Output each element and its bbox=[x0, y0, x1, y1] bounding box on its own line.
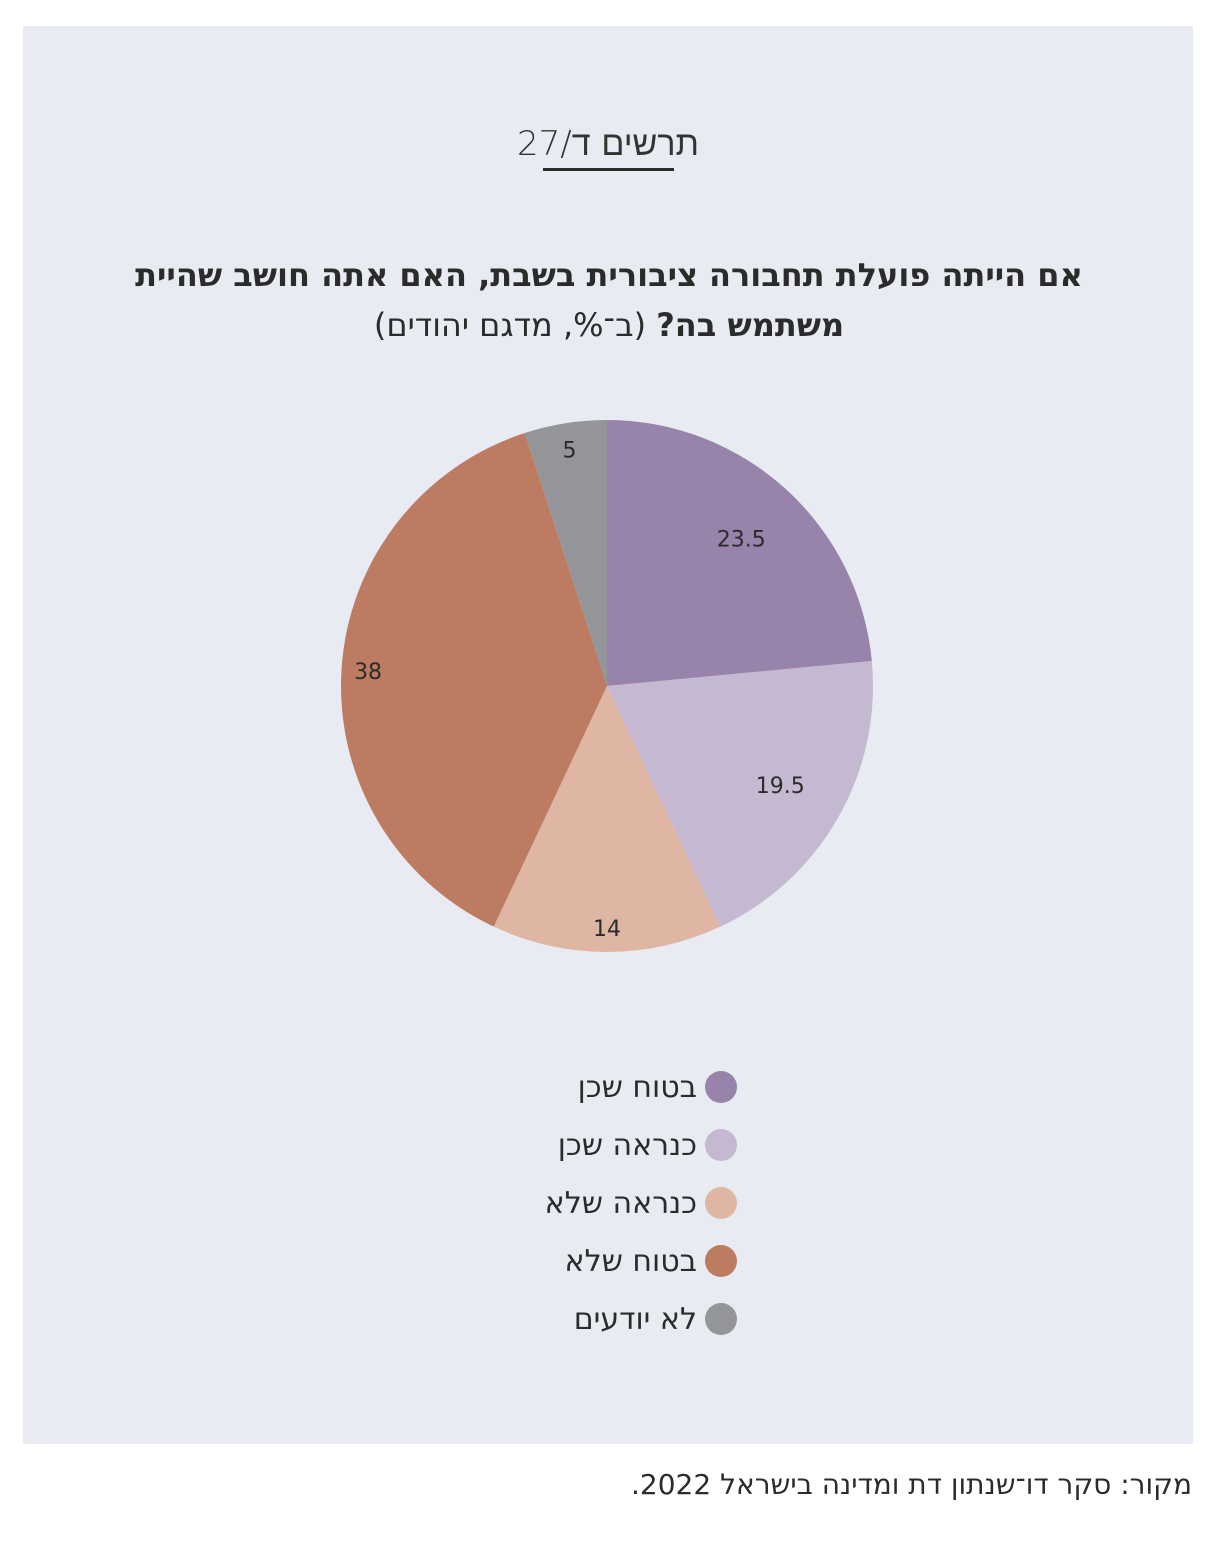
legend-item: כנראה שכן bbox=[558, 1125, 737, 1165]
pie-slice-label: 19.5 bbox=[756, 774, 805, 799]
title-divider bbox=[543, 168, 674, 171]
pie-slice bbox=[524, 420, 607, 686]
legend-item: לא יודעים bbox=[574, 1299, 737, 1339]
pie-chart: 23.5 19.5 14 38 5 bbox=[340, 420, 873, 953]
source-note: מקור: סקר דו־שנתון דת ומדינה בישראל 2022… bbox=[631, 1468, 1192, 1501]
legend-swatch bbox=[705, 1129, 737, 1161]
pie-slice bbox=[493, 686, 721, 953]
legend-swatch bbox=[705, 1071, 737, 1103]
chart-title: אם הייתה פועלת תחבורה ציבורית בשבת, האם … bbox=[73, 250, 1145, 350]
figure-label: תרשים ד/27 bbox=[516, 124, 700, 164]
pie-slice-label: 38 bbox=[354, 660, 382, 685]
pie-slice bbox=[607, 420, 872, 686]
pie-slice-label: 14 bbox=[593, 917, 621, 942]
pie-slice bbox=[607, 660, 873, 927]
legend-swatch bbox=[705, 1245, 737, 1277]
legend-label: בטוח שלא bbox=[564, 1243, 697, 1279]
legend-swatch bbox=[705, 1187, 737, 1219]
pie-slice-label: 5 bbox=[563, 439, 577, 464]
legend-label: כנראה שכן bbox=[557, 1127, 697, 1163]
pie-slice-label: 23.5 bbox=[717, 527, 766, 552]
legend-item: בטוח שכן bbox=[578, 1067, 737, 1107]
legend-swatch bbox=[705, 1303, 737, 1335]
legend-label: בטוח שכן bbox=[577, 1069, 697, 1105]
legend-label: כנראה שלא bbox=[544, 1185, 697, 1221]
legend-item: כנראה שלא bbox=[545, 1183, 737, 1223]
chart-title-note: (ב־%, מדגם יהודים) bbox=[373, 306, 647, 344]
pie-slice bbox=[340, 433, 607, 927]
chart-panel: תרשים ד/27 אם הייתה פועלת תחבורה ציבורית… bbox=[23, 26, 1193, 1444]
legend-item: בטוח שלא bbox=[565, 1241, 737, 1281]
legend-label: לא יודעים bbox=[573, 1301, 697, 1337]
chart-title-question: אם הייתה פועלת תחבורה ציבורית בשבת, האם … bbox=[135, 256, 1083, 344]
